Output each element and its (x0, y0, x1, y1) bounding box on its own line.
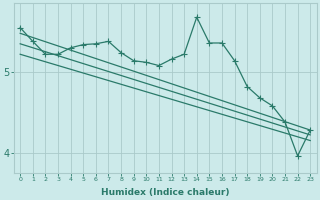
X-axis label: Humidex (Indice chaleur): Humidex (Indice chaleur) (101, 188, 229, 197)
